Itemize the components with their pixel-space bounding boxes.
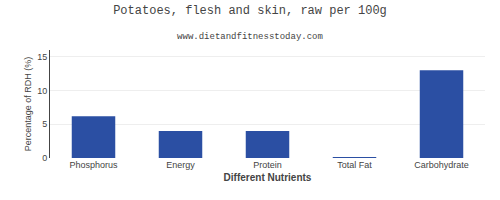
svg-text:Energy: Energy	[166, 160, 195, 170]
svg-text:15: 15	[37, 52, 47, 62]
svg-text:10: 10	[37, 86, 47, 96]
svg-text:Total Fat: Total Fat	[337, 160, 372, 170]
svg-text:Protein: Protein	[253, 160, 282, 170]
svg-text:Percentage of RDH (%): Percentage of RDH (%)	[23, 57, 33, 152]
svg-text:Phosphorus: Phosphorus	[69, 160, 118, 170]
svg-text:Different Nutrients: Different Nutrients	[224, 172, 312, 183]
svg-text:0: 0	[42, 153, 47, 163]
svg-text:Potatoes, flesh and skin, raw: Potatoes, flesh and skin, raw per 100g	[113, 4, 387, 18]
svg-text:www.dietandfitnesstoday.com: www.dietandfitnesstoday.com	[177, 32, 323, 42]
svg-text:Carbohydrate: Carbohydrate	[414, 160, 469, 170]
svg-text:5: 5	[42, 119, 47, 129]
